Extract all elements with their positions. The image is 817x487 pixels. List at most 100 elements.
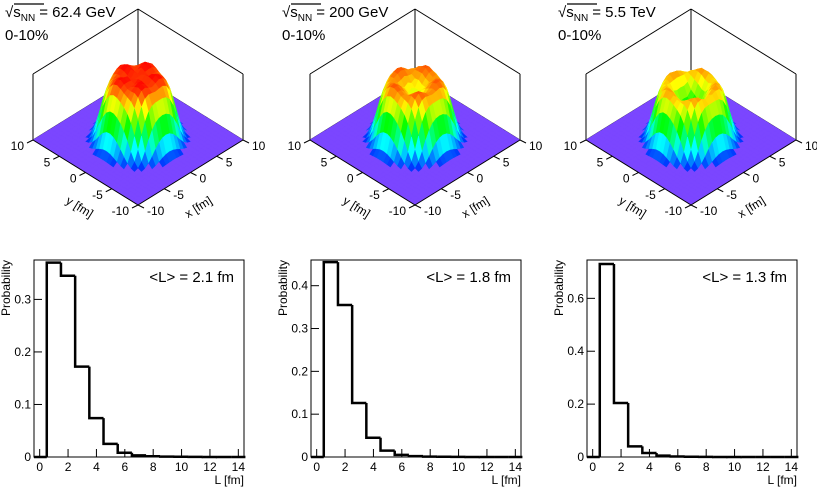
x-axis-title: L [fm]	[767, 473, 797, 487]
x-tick	[493, 155, 500, 160]
x-tick-label: 8	[427, 460, 434, 474]
y-tick-label: 0.3	[291, 322, 308, 336]
x-tick-label: -10	[424, 204, 442, 218]
box-edge	[309, 8, 416, 75]
y-tick-label: -10	[389, 204, 407, 218]
x-tick-label: 10	[175, 460, 189, 474]
y-tick-label: 0.2	[291, 364, 308, 378]
x-axis-title: L [fm]	[491, 473, 521, 487]
x-tick-label: 10	[728, 460, 742, 474]
x-tick-label: 2	[618, 460, 625, 474]
y-axis-title: y [fm]	[63, 193, 95, 220]
y-tick	[606, 155, 613, 160]
y-axis-title: Probability	[0, 260, 13, 316]
x-tick-label: 10	[452, 460, 466, 474]
x-tick-label: 5	[779, 155, 786, 169]
box-edge	[414, 8, 521, 75]
y-tick-label: 0	[577, 450, 584, 464]
x-tick	[414, 204, 422, 209]
x-tick-label: -5	[450, 188, 461, 202]
histogram-bin	[598, 262, 614, 457]
plot-frame	[33, 259, 245, 458]
title-rest: = 5.5 TeV	[592, 4, 656, 21]
histogram-bin	[130, 452, 147, 457]
histogram-bin	[45, 261, 61, 457]
y-tick	[79, 172, 86, 176]
x-tick-label: 0	[200, 172, 207, 186]
x-tick-label: -10	[147, 204, 165, 218]
y-tick-label: 10	[564, 139, 578, 153]
histogram-bin	[102, 418, 118, 446]
y-tick-label: 0.1	[14, 397, 31, 411]
y-tick	[131, 204, 139, 209]
x-tick-label: 0	[753, 172, 760, 186]
histogram-bin	[350, 304, 367, 405]
box-edge	[585, 8, 692, 75]
histogram-bin	[612, 263, 629, 405]
title-root: √s	[558, 4, 574, 21]
x-tick-label: 0	[36, 460, 43, 474]
box-edge	[690, 8, 797, 75]
x-tick-label: -10	[700, 204, 718, 218]
x-tick	[769, 155, 776, 160]
y-tick-label: 10	[11, 139, 25, 153]
y-tick-label: 5	[44, 155, 51, 169]
y-tick-label: 0.2	[14, 345, 31, 359]
y-tick-label: 0	[24, 450, 31, 464]
y-tick-label: 0	[70, 172, 77, 186]
y-tick-label: 0	[347, 172, 354, 186]
x-tick-label: 12	[756, 460, 770, 474]
x-tick-label: 8	[703, 460, 710, 474]
x-tick-label: 5	[226, 155, 233, 169]
x-tick	[164, 188, 171, 193]
histogram-plot: 0 0.1 0.2 0.3 0 2 4 6 8 10 12 14 <L> = 2.1 fm L [fm] P…	[0, 259, 246, 487]
y-tick	[105, 188, 112, 193]
x-tick	[190, 172, 197, 176]
surface-plot: -10 -5 0 5 10 -10 -5 0 5 10 y [fm] x [fm] √sNN = 200 …	[282, 3, 543, 221]
y-tick	[632, 172, 639, 176]
y-tick-label: 5	[321, 155, 328, 169]
y-axis-title: Probability	[276, 260, 290, 316]
histogram-bin	[393, 450, 409, 457]
energy-label: √sNN = 5.5 TeV	[558, 4, 656, 24]
y-tick	[356, 172, 363, 176]
title-sub: NN	[298, 13, 312, 24]
x-tick	[690, 204, 698, 209]
box-edge	[32, 8, 139, 75]
x-tick-label: 10	[529, 139, 543, 153]
y-tick-label: -5	[92, 188, 103, 202]
y-tick	[53, 155, 60, 160]
x-tick-label: -5	[173, 188, 184, 202]
y-tick-label: 0	[301, 450, 308, 464]
y-tick-label: -5	[369, 188, 380, 202]
histogram-bin	[116, 443, 132, 455]
x-tick	[519, 139, 527, 144]
y-axis-title: Probability	[552, 260, 566, 316]
y-tick	[26, 139, 34, 144]
x-axis-title: x [fm]	[735, 193, 767, 220]
y-tick-label: -10	[665, 204, 683, 218]
plot-frame	[586, 259, 798, 458]
subtitle: 0-10%	[5, 27, 48, 44]
x-tick-label: 5	[503, 155, 510, 169]
x-tick-label: 6	[398, 460, 405, 474]
histogram-bin	[407, 454, 424, 458]
histogram-plot: 0 0.2 0.4 0.6 0 2 4 6 8 10 12 14 <L> = 1.3 fm L [fm] P…	[552, 259, 799, 487]
energy-label: √sNN = 200 GeV	[282, 4, 388, 24]
subtitle: 0-10%	[282, 27, 325, 44]
histogram-bin	[59, 262, 76, 278]
title-rest: = 200 GeV	[316, 4, 388, 21]
histogram-bin	[655, 453, 671, 457]
y-tick-label: 0.1	[291, 407, 308, 421]
y-tick-label: -5	[645, 188, 656, 202]
x-axis-title: L [fm]	[214, 473, 244, 487]
title-rest: = 62.4 GeV	[39, 4, 115, 21]
y-tick	[330, 155, 337, 160]
x-tick-label: 2	[65, 460, 72, 474]
y-tick-label: 0.4	[567, 344, 584, 358]
x-tick-label: 4	[370, 460, 377, 474]
x-tick-label: 0	[313, 460, 320, 474]
x-tick-label: 0	[589, 460, 596, 474]
histogram-bin	[322, 260, 338, 457]
